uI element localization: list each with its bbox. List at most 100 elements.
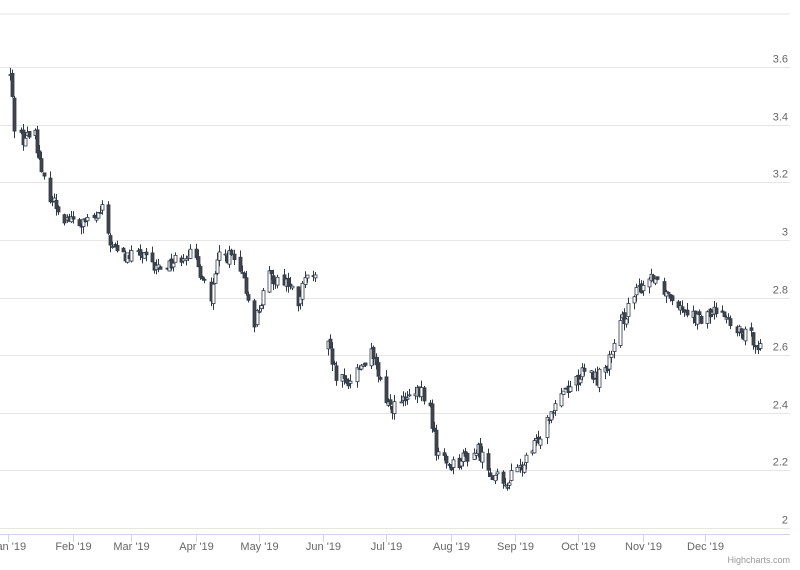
candle-body — [71, 216, 76, 220]
candle-body — [728, 318, 733, 326]
candle-body — [27, 131, 32, 138]
y-tick-label: 3.6 — [773, 54, 788, 66]
candle — [129, 245, 134, 263]
candle — [121, 246, 126, 253]
candle-body — [10, 72, 15, 97]
candle-body — [597, 368, 602, 388]
candle-body — [551, 412, 556, 415]
x-tick-label: Apr '19 — [179, 541, 214, 553]
credits-label[interactable]: Highcharts.com — [727, 555, 790, 565]
y-axis-tick-labels: 2 2.2 2.4 2.6 2.8 3 3.2 3.4 3.6 — [773, 54, 788, 527]
x-tick-label: Sep '19 — [497, 541, 534, 553]
candle-body — [436, 451, 441, 456]
candle — [23, 132, 28, 147]
candle-body — [509, 470, 514, 481]
candle — [509, 463, 514, 482]
candle — [275, 274, 280, 289]
candle-body — [545, 417, 550, 438]
candle — [695, 313, 700, 330]
candle — [371, 345, 376, 366]
candle-body — [110, 246, 115, 248]
candle — [388, 394, 393, 410]
candle-body — [609, 353, 614, 358]
candle — [501, 470, 506, 489]
candle — [392, 394, 397, 420]
candle — [77, 217, 82, 227]
candle-body — [261, 290, 266, 306]
candle-body — [227, 250, 232, 265]
candle — [670, 294, 675, 306]
candle-body — [384, 376, 389, 404]
candle-body — [495, 471, 500, 475]
x-tick-label: Dec '19 — [687, 541, 724, 553]
candle-body — [480, 451, 485, 463]
candle — [680, 300, 685, 314]
candle — [12, 95, 17, 139]
candle-body — [451, 459, 456, 468]
candle-body — [173, 254, 178, 263]
candle — [108, 233, 113, 253]
candle-body — [100, 204, 105, 211]
candle-body — [651, 275, 656, 282]
candle — [524, 452, 529, 470]
candle-body — [655, 276, 660, 280]
candle — [290, 285, 295, 291]
candle-body — [376, 362, 381, 377]
candle-body — [275, 276, 280, 286]
candle-body — [342, 375, 347, 379]
candle — [722, 311, 727, 318]
candle-body — [743, 328, 748, 342]
candle — [507, 480, 512, 490]
x-tick-label: Oct '19 — [561, 541, 596, 553]
x-tick-label: Mar '19 — [113, 541, 149, 553]
candle — [10, 69, 15, 98]
candle-body — [77, 219, 82, 227]
candle-body — [200, 276, 205, 280]
candle-body — [695, 313, 700, 325]
x-tick-label: Jul '19 — [371, 541, 402, 553]
candle — [626, 297, 631, 323]
candle — [173, 252, 178, 263]
x-tick-label: Jan '19 — [0, 541, 26, 553]
candle — [559, 387, 564, 408]
candle — [378, 376, 383, 382]
x-axis-ticks: Jan '19 Feb '19 Mar '19 Apr '19 May '19 Jun '… — [0, 534, 724, 553]
candle-body — [503, 484, 508, 487]
candle-body — [267, 270, 272, 293]
candle — [106, 201, 111, 235]
candle — [300, 280, 305, 307]
candle — [384, 370, 389, 404]
candle — [685, 302, 690, 318]
candle-body — [290, 285, 295, 289]
candle — [158, 265, 163, 270]
candle-body — [106, 204, 111, 234]
candle-body — [171, 262, 176, 268]
candle-body — [751, 332, 756, 346]
candle-body — [42, 172, 47, 177]
candle — [434, 424, 439, 461]
candle-body — [92, 214, 97, 219]
candle-body — [115, 245, 120, 252]
y-tick-label: 2.6 — [773, 342, 788, 354]
candle — [202, 277, 207, 284]
candle-body — [81, 218, 86, 227]
candle-body — [255, 310, 260, 326]
candle — [54, 193, 59, 216]
candle-body — [662, 281, 667, 295]
candle-body — [758, 343, 763, 349]
candle — [56, 205, 61, 215]
candle — [444, 454, 449, 469]
candle-body — [430, 403, 435, 429]
candle-body — [444, 455, 449, 464]
candle-body — [632, 296, 637, 304]
candle-body — [348, 380, 353, 384]
candle — [71, 211, 76, 224]
candle-body — [223, 253, 228, 256]
candle-body — [246, 294, 251, 301]
candle — [198, 264, 203, 280]
candle-body — [252, 300, 257, 328]
candle — [647, 276, 652, 294]
candle-body — [578, 378, 583, 384]
